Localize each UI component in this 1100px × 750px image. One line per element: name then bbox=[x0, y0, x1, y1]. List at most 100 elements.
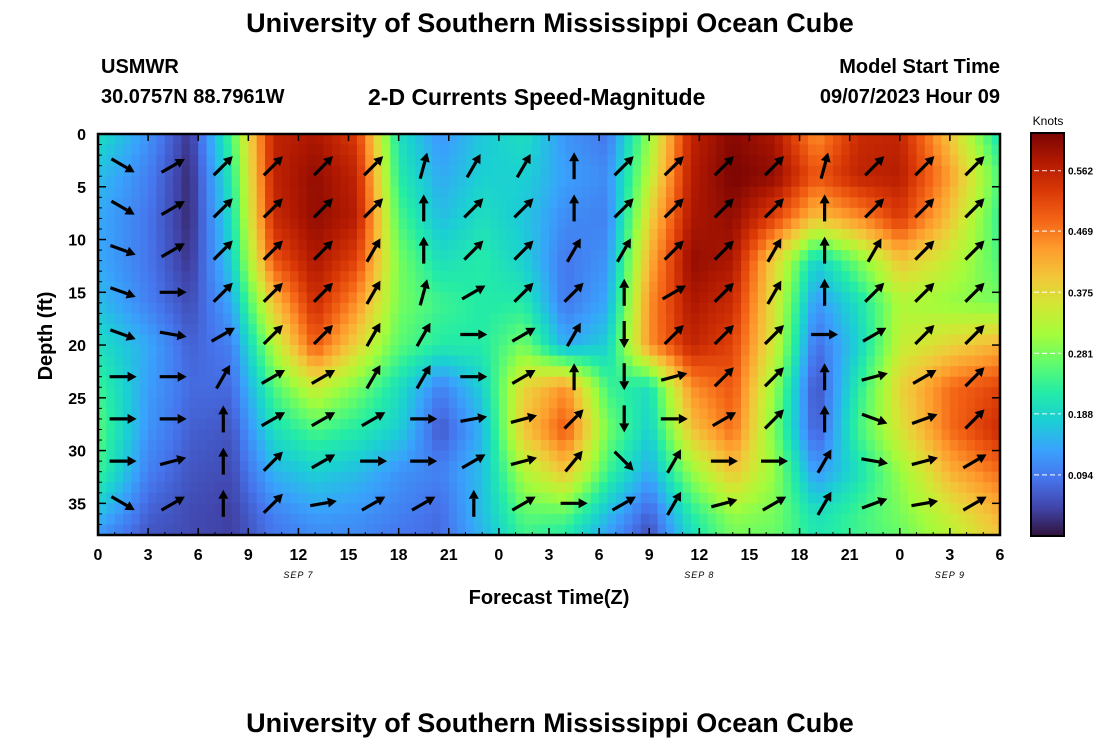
heatmap-cell bbox=[306, 260, 316, 272]
arrow-shaft bbox=[361, 415, 379, 428]
heatmap-cell bbox=[365, 260, 375, 272]
heatmap-cell bbox=[473, 461, 483, 473]
heatmap-cell bbox=[682, 418, 692, 431]
heatmap-cell bbox=[323, 176, 333, 188]
heatmap-cell bbox=[665, 418, 675, 431]
heatmap-cell bbox=[407, 418, 416, 431]
heatmap-cell bbox=[574, 260, 584, 272]
heatmap-cell bbox=[206, 228, 216, 241]
heatmap-cell bbox=[189, 429, 199, 441]
heatmap-cell bbox=[507, 313, 517, 325]
heatmap-cell bbox=[223, 334, 233, 346]
heatmap-cell bbox=[908, 334, 918, 346]
heatmap-cell bbox=[874, 218, 884, 230]
heatmap-cell bbox=[231, 197, 241, 209]
heatmap-cell bbox=[766, 239, 776, 251]
heatmap-cell bbox=[849, 176, 859, 188]
heatmap-cell bbox=[540, 271, 550, 283]
arrow-head bbox=[468, 489, 479, 499]
current-arrow bbox=[660, 413, 688, 424]
heatmap-cell bbox=[908, 134, 918, 146]
heatmap-cell bbox=[682, 313, 692, 325]
heatmap-cell bbox=[465, 313, 475, 325]
heatmap-cell bbox=[114, 450, 124, 462]
heatmap-cell bbox=[908, 239, 918, 251]
heatmap-cell bbox=[916, 155, 926, 167]
heatmap-cell bbox=[941, 471, 951, 483]
heatmap-cell bbox=[248, 313, 258, 325]
heatmap-cell bbox=[432, 492, 442, 504]
heatmap-cell bbox=[189, 355, 199, 367]
heatmap-cell bbox=[198, 418, 208, 431]
heatmap-cell bbox=[766, 186, 776, 198]
heatmap-cell bbox=[640, 228, 650, 241]
current-arrow bbox=[262, 156, 283, 177]
heatmap-cell bbox=[799, 281, 809, 293]
heatmap-cell bbox=[457, 387, 467, 399]
heatmap-cell bbox=[306, 334, 316, 346]
heatmap-cell bbox=[565, 345, 575, 357]
heatmap-cell bbox=[340, 513, 350, 526]
arrow-shaft bbox=[816, 456, 829, 474]
heatmap-cell bbox=[657, 503, 667, 515]
heatmap-cell bbox=[331, 271, 341, 283]
heatmap-cell bbox=[415, 366, 425, 378]
heatmap-cell bbox=[415, 323, 425, 336]
heatmap-cell bbox=[482, 197, 492, 209]
heatmap-cell bbox=[799, 513, 809, 526]
arrow-head bbox=[772, 238, 782, 249]
heatmap-cell bbox=[448, 239, 458, 251]
heatmap-cell bbox=[348, 260, 358, 272]
heatmap-cell bbox=[607, 144, 617, 156]
heatmap-cell bbox=[173, 376, 183, 388]
heatmap-cell bbox=[991, 355, 1001, 367]
arrow-shaft bbox=[513, 245, 529, 261]
heatmap-cell bbox=[749, 239, 759, 251]
heatmap-cell bbox=[574, 503, 584, 515]
heatmap-cell bbox=[933, 366, 943, 378]
heatmap-cell bbox=[398, 197, 408, 209]
heatmap-cell bbox=[841, 176, 851, 188]
heatmap-cell bbox=[340, 134, 350, 146]
heatmap-cell bbox=[741, 376, 751, 388]
heatmap-cell bbox=[440, 429, 450, 441]
heatmap-cell bbox=[565, 503, 575, 515]
heatmap-cell bbox=[924, 176, 934, 188]
heatmap-cell bbox=[991, 197, 1001, 209]
heatmap-cell bbox=[164, 450, 174, 462]
heatmap-cell bbox=[582, 239, 592, 251]
heatmap-cell bbox=[290, 387, 300, 399]
current-arrow bbox=[460, 371, 488, 382]
heatmap-cell bbox=[223, 250, 233, 262]
heatmap-cell bbox=[657, 440, 667, 452]
heatmap-cell bbox=[724, 165, 734, 177]
heatmap-cell bbox=[849, 408, 859, 420]
heatmap-cell bbox=[131, 376, 141, 388]
heatmap-cell bbox=[256, 450, 266, 462]
heatmap-cell bbox=[298, 482, 308, 494]
heatmap-cell bbox=[532, 376, 542, 388]
heatmap-cell bbox=[974, 418, 984, 431]
heatmap-cell bbox=[966, 482, 976, 494]
heatmap-cell bbox=[515, 302, 525, 314]
heatmap-cell bbox=[849, 440, 859, 452]
heatmap-cell bbox=[281, 418, 291, 431]
heatmap-cell bbox=[290, 334, 300, 346]
heatmap-cell bbox=[206, 186, 216, 198]
heatmap-cell bbox=[933, 503, 943, 515]
heatmap-cell bbox=[281, 134, 291, 146]
heatmap-cell bbox=[966, 513, 976, 526]
heatmap-cell bbox=[590, 271, 600, 283]
heatmap-cell bbox=[841, 376, 851, 388]
heatmap-cell bbox=[98, 260, 107, 272]
heatmap-cell bbox=[348, 450, 358, 462]
heatmap-cell bbox=[281, 482, 291, 494]
heatmap-cell bbox=[816, 524, 826, 536]
heatmap-cell bbox=[206, 260, 216, 272]
heatmap-cell bbox=[674, 397, 684, 409]
heatmap-cell bbox=[908, 345, 918, 357]
heatmap-cell bbox=[874, 250, 884, 262]
heatmap-cell bbox=[791, 471, 801, 483]
heatmap-cell bbox=[565, 408, 575, 420]
heatmap-cell bbox=[816, 418, 826, 431]
